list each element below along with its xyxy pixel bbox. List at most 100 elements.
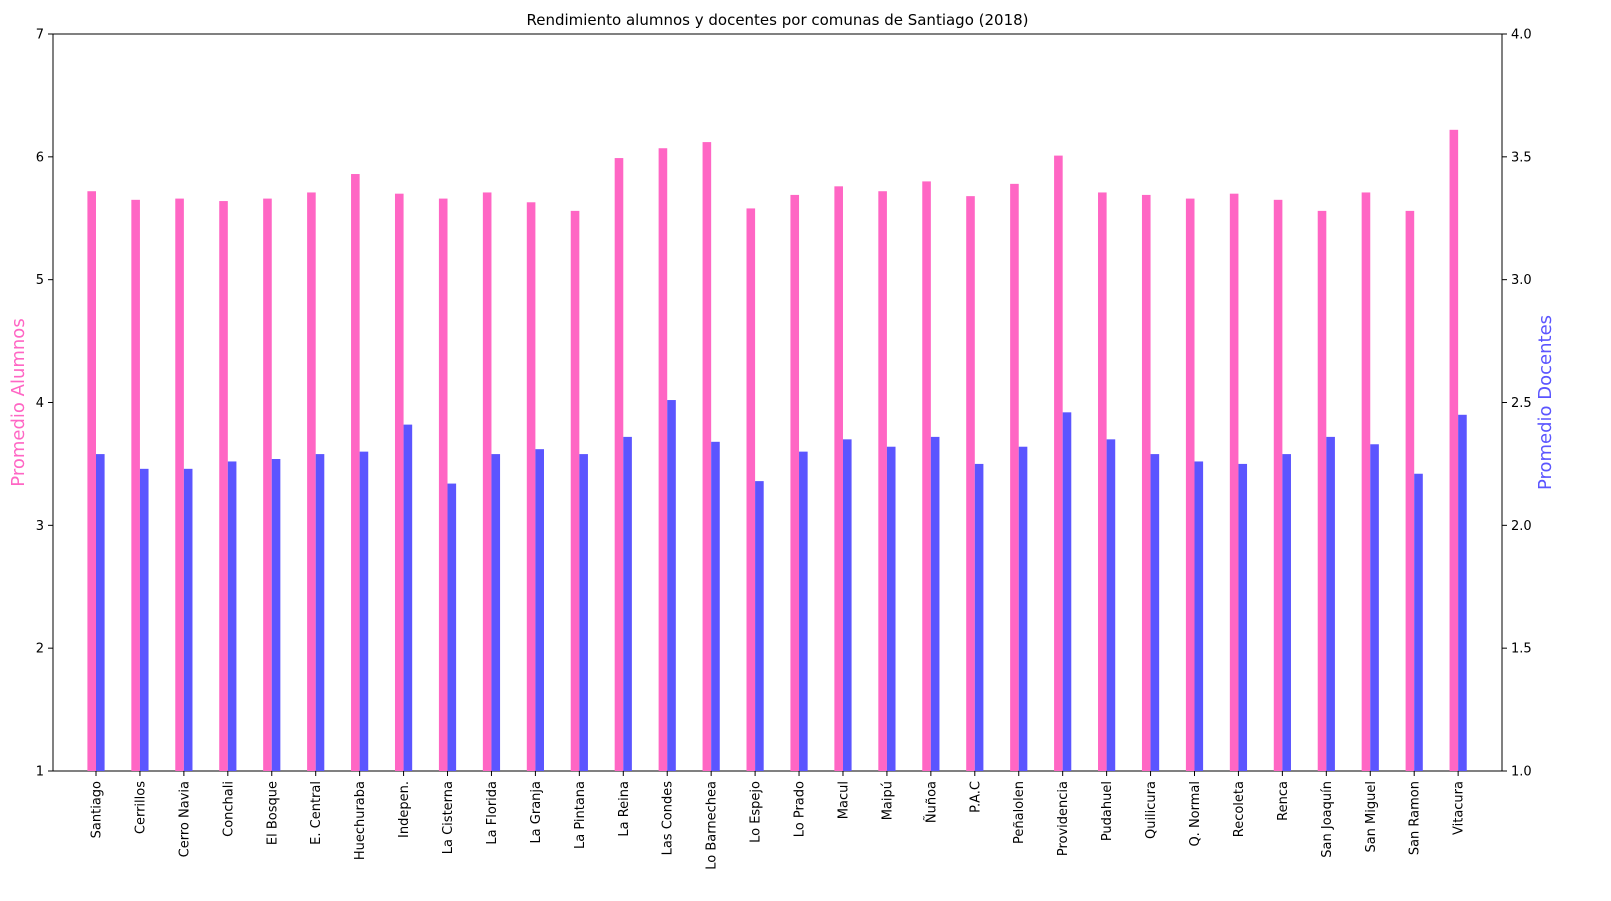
right-y-axis: 1.0 1.5 2.0 2.5 3.0 3.5 4.0 (1502, 28, 1532, 780)
bar-docentes (403, 424, 413, 771)
bar-docentes (315, 454, 325, 771)
bar-alumnos (87, 191, 96, 771)
left-y-axis: 1 2 3 4 5 6 7 (36, 28, 53, 780)
bar-docentes (1282, 454, 1291, 771)
x-tick-label: Renca (1276, 781, 1291, 821)
bar-alumnos (219, 201, 228, 771)
bar-alumnos (658, 148, 668, 772)
bar-alumnos (746, 208, 756, 771)
bar-alumnos (1054, 155, 1063, 772)
bar-alumnos (1449, 129, 1459, 771)
bar-docentes (183, 468, 193, 771)
right-y-tick-label: 3.5 (1511, 150, 1532, 165)
bar-docentes (974, 463, 984, 771)
right-y-tick-label: 2.5 (1511, 396, 1532, 411)
x-tick-label: El Bosque (265, 781, 280, 845)
x-tick-label: Pudahuel (1100, 781, 1115, 841)
right-y-tick-label: 1.5 (1511, 642, 1532, 657)
bar-docentes (96, 454, 105, 771)
bar-docentes (1106, 439, 1116, 771)
bar-docentes (491, 454, 501, 771)
bar-docentes (623, 436, 632, 771)
bar-alumnos (526, 202, 536, 771)
left-y-tick-label: 5 (36, 273, 44, 288)
x-tick-label: San Joaquín (1320, 781, 1335, 858)
x-tick-label: Indepen. (397, 781, 412, 838)
bar-docentes (227, 461, 237, 771)
bar-docentes (711, 441, 720, 771)
right-y-axis-label: Promedio Docentes (1535, 315, 1556, 490)
bar-alumnos (966, 196, 975, 771)
bar-alumnos (790, 194, 800, 771)
bar-alumnos (131, 199, 140, 771)
right-y-tick-label: 1.0 (1511, 765, 1532, 780)
bar-docentes (886, 446, 896, 771)
x-tick-label: Providencia (1056, 781, 1071, 856)
right-y-tick-label: 3.0 (1511, 273, 1532, 288)
bar-alumnos (570, 210, 580, 771)
x-tick-label: Las Condes (661, 781, 676, 856)
bar-alumnos (614, 158, 624, 772)
x-tick-label: E. Central (309, 781, 324, 845)
bar-docentes (1150, 454, 1160, 771)
left-y-tick-label: 6 (36, 150, 44, 165)
bar-alumnos (702, 142, 712, 772)
x-tick-label: La Pintana (573, 781, 588, 849)
bar-docentes (667, 400, 676, 771)
bar-docentes (447, 483, 457, 771)
x-tick-label: Recoleta (1232, 781, 1247, 837)
x-tick-label: Conchali (221, 781, 236, 837)
chart-title: Rendimiento alumnos y docentes por comun… (526, 11, 1028, 29)
bar-docentes (139, 468, 149, 771)
x-tick-label: Q. Normal (1188, 781, 1203, 847)
bar-docentes (579, 454, 588, 771)
bar-docentes (271, 459, 281, 771)
bar-alumnos (175, 198, 184, 771)
bar-alumnos (1229, 193, 1239, 771)
bar-docentes (799, 451, 808, 771)
left-y-tick-label: 1 (36, 765, 44, 780)
bar-alumnos (1361, 192, 1371, 771)
left-y-tick-label: 7 (36, 28, 44, 43)
bar-alumnos (1141, 194, 1151, 771)
bar-alumnos (878, 191, 887, 771)
x-tick-label: Lo Prado (793, 781, 808, 837)
bar-alumnos (834, 186, 843, 771)
bar-alumnos (1098, 192, 1107, 771)
bar-docentes (1194, 461, 1204, 771)
x-tick-label: Peñalolen (1012, 781, 1027, 844)
bar-alumnos (263, 198, 272, 771)
left-y-tick-label: 3 (36, 519, 44, 534)
x-tick-label: Macul (836, 781, 851, 819)
bar-alumnos (438, 198, 448, 771)
x-tick-label: Cerrillos (133, 781, 148, 834)
bar-docentes (1370, 444, 1379, 771)
bars-layer (87, 129, 1467, 772)
x-tick-label: Quilicura (1144, 781, 1159, 839)
x-tick-label: Ñuñoa (923, 781, 939, 823)
bar-docentes (755, 481, 764, 771)
bar-docentes (842, 439, 852, 771)
bar-alumnos (1273, 199, 1283, 771)
bar-docentes (1326, 436, 1335, 771)
x-tick-label: Huechuraba (353, 781, 368, 860)
x-tick-label: Lo Espejo (749, 781, 764, 843)
x-tick-label: P.A.C (968, 781, 983, 813)
x-tick-label: Vitacura (1452, 781, 1467, 835)
bar-alumnos (351, 174, 360, 771)
x-tick-label: San Miguel (1364, 781, 1379, 853)
bar-docentes (1062, 412, 1072, 771)
bar-docentes (930, 436, 940, 771)
x-tick-label: La Cisterna (441, 781, 456, 854)
x-tick-label: La Reina (617, 781, 632, 837)
bar-alumnos (1317, 210, 1327, 771)
bar-docentes (1238, 463, 1248, 771)
x-axis: Santiago Cerrillos Cerro Navia Conchali El B… (90, 771, 1467, 870)
bar-docentes (1414, 473, 1423, 771)
bar-alumnos (1185, 198, 1195, 771)
bar-docentes (535, 449, 544, 771)
right-y-tick-label: 4.0 (1511, 28, 1532, 43)
bar-alumnos (394, 193, 404, 771)
left-y-axis-label: Promedio Alumnos (8, 318, 29, 486)
